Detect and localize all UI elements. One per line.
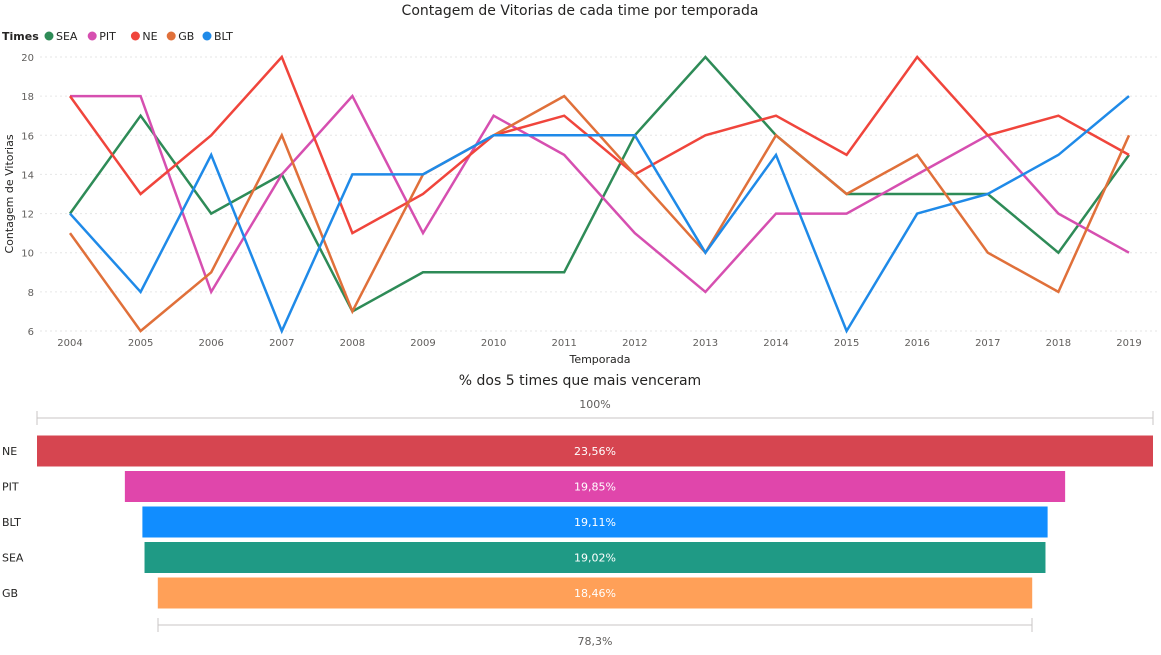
y-tick-label: 16 — [21, 131, 34, 142]
funnel-bar-ne[interactable] — [37, 435, 1153, 467]
x-tick-label: 2011 — [551, 338, 576, 349]
funnel-bars: 23,56% NE 19,85% PIT 19,11% BLT 19,02% SEA 18,46… — [2, 435, 1153, 609]
legend-marker-sea — [44, 31, 54, 41]
funnel-bottom-bracket — [157, 618, 1033, 632]
funnel-top-bracket — [36, 411, 1154, 425]
y-axis-ticks: 6 8 10 12 14 16 18 20 — [21, 53, 34, 338]
x-axis-title: Temporada — [568, 353, 630, 366]
funnel-bar-value: 19,11% — [574, 516, 616, 529]
funnel-bar-sea[interactable] — [144, 542, 1046, 573]
x-axis-ticks: 2004 2005 2006 2007 2008 2009 2010 2011 2012 2013… — [57, 338, 1141, 349]
funnel-category-label: PIT — [2, 481, 19, 494]
legend-label-blt[interactable]: BLT — [214, 30, 233, 43]
y-tick-label: 18 — [21, 92, 34, 103]
series-line-pit[interactable] — [70, 93, 1130, 295]
y-tick-label: 20 — [21, 53, 34, 64]
x-tick-label: 2018 — [1046, 338, 1071, 349]
funnel-bottom-label: 78,3% — [578, 635, 613, 648]
line-chart: Contagem de Vitorias de cada time por te… — [2, 3, 1158, 366]
x-tick-label: 2009 — [410, 338, 435, 349]
funnel-bar-value: 18,46% — [574, 587, 616, 600]
line-chart-grid — [40, 56, 1158, 332]
x-tick-label: 2010 — [481, 338, 506, 349]
x-tick-label: 2004 — [57, 338, 82, 349]
funnel-category-label: SEA — [2, 552, 24, 565]
funnel-chart: % dos 5 times que mais venceram 100% 23,… — [2, 373, 1154, 648]
funnel-bar-pit[interactable] — [124, 471, 1066, 502]
line-series-group — [68, 54, 1131, 335]
legend-marker-gb — [166, 31, 176, 41]
x-tick-label: 2013 — [693, 338, 718, 349]
x-tick-label: 2012 — [622, 338, 647, 349]
funnel-category-label: BLT — [2, 516, 21, 529]
legend-label-gb[interactable]: GB — [178, 30, 194, 43]
x-tick-label: 2005 — [128, 338, 153, 349]
funnel-bar-value: 23,56% — [574, 445, 616, 458]
legend-marker-pit — [87, 31, 97, 41]
funnel-bar-blt[interactable] — [142, 506, 1048, 538]
y-tick-label: 10 — [21, 249, 34, 260]
legend-marker-ne — [130, 31, 140, 41]
x-tick-label: 2016 — [904, 338, 929, 349]
legend-marker-blt — [202, 31, 212, 41]
line-chart-title: Contagem de Vitorias de cada time por te… — [402, 3, 759, 19]
series-line-blt[interactable] — [69, 95, 1130, 335]
x-tick-label: 2014 — [763, 338, 788, 349]
x-tick-label: 2017 — [975, 338, 1000, 349]
funnel-category-label: NE — [2, 445, 17, 458]
legend-label-pit[interactable]: PIT — [99, 30, 116, 43]
line-chart-legend: Times SEA PIT NE GB BLT — [2, 30, 233, 43]
y-tick-label: 6 — [28, 327, 34, 338]
funnel-bar-gb[interactable] — [157, 577, 1033, 609]
legend-label-sea[interactable]: SEA — [56, 30, 78, 43]
funnel-bar-value: 19,02% — [574, 552, 616, 565]
funnel-bar-value: 19,85% — [574, 481, 616, 494]
y-axis-title: Contagem de Vitorias — [3, 134, 16, 253]
funnel-top-label: 100% — [579, 398, 610, 411]
x-tick-label: 2019 — [1116, 338, 1141, 349]
x-tick-label: 2006 — [198, 338, 223, 349]
series-line-sea[interactable] — [68, 55, 1131, 314]
y-tick-label: 12 — [21, 210, 34, 221]
funnel-chart-title: % dos 5 times que mais venceram — [459, 373, 701, 389]
series-line-ne[interactable] — [68, 54, 1130, 235]
y-tick-label: 14 — [21, 170, 34, 181]
legend-label-ne[interactable]: NE — [142, 30, 157, 43]
x-tick-label: 2007 — [269, 338, 294, 349]
x-tick-label: 2015 — [834, 338, 859, 349]
x-tick-label: 2008 — [340, 338, 365, 349]
funnel-category-label: GB — [2, 587, 18, 600]
y-tick-label: 8 — [28, 288, 34, 299]
legend-title: Times — [2, 30, 39, 43]
